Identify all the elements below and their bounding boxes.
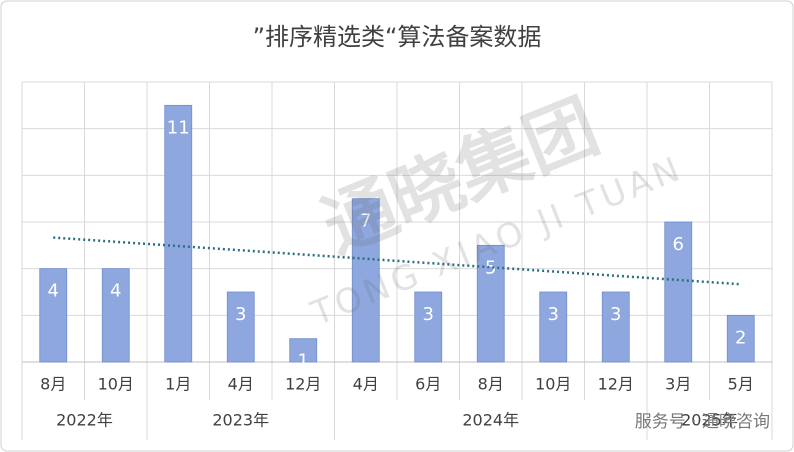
group-label: 2025年 (681, 411, 738, 430)
data-label: 1 (298, 351, 309, 372)
bar (226, 291, 255, 363)
bar (664, 221, 693, 363)
chart-title: ”排序精选类“算法备案数据 (253, 23, 542, 51)
x-tick-label: 12月 (598, 375, 634, 394)
data-label: 5 (485, 257, 496, 278)
bar (289, 338, 318, 363)
data-label: 3 (235, 304, 246, 325)
data-label: 7 (360, 211, 371, 232)
bar (726, 314, 755, 363)
bar (351, 198, 380, 363)
x-tick-label: 5月 (728, 375, 754, 394)
bar (414, 291, 443, 363)
bar (164, 104, 193, 363)
data-label: 2 (735, 327, 746, 348)
bar (601, 291, 630, 363)
data-label: 3 (610, 304, 621, 325)
data-label: 3 (548, 304, 559, 325)
x-tick-label: 6月 (415, 375, 441, 394)
footer: 服务号 · 通晓咨询 (635, 412, 770, 432)
group-label: 2024年 (462, 411, 519, 430)
x-tick-label: 12月 (285, 375, 321, 394)
data-label: 6 (673, 234, 684, 255)
bar (39, 268, 68, 363)
x-tick-label: 10月 (535, 375, 571, 394)
bar (539, 291, 568, 363)
x-tick-label: 1月 (165, 375, 191, 394)
group-label: 2023年 (212, 411, 269, 430)
data-label: 4 (48, 281, 59, 302)
data-label: 4 (110, 281, 121, 302)
x-tick-label: 8月 (40, 375, 66, 394)
group-label: 2022年 (56, 411, 113, 430)
x-tick-label: 8月 (478, 375, 504, 394)
bar (101, 268, 130, 363)
x-tick-label: 4月 (353, 375, 379, 394)
data-label: 3 (423, 304, 434, 325)
x-tick-label: 10月 (98, 375, 134, 394)
bar (476, 244, 505, 363)
data-label: 11 (167, 117, 190, 138)
x-tick-label: 3月 (665, 375, 691, 394)
x-tick-label: 4月 (228, 375, 254, 394)
